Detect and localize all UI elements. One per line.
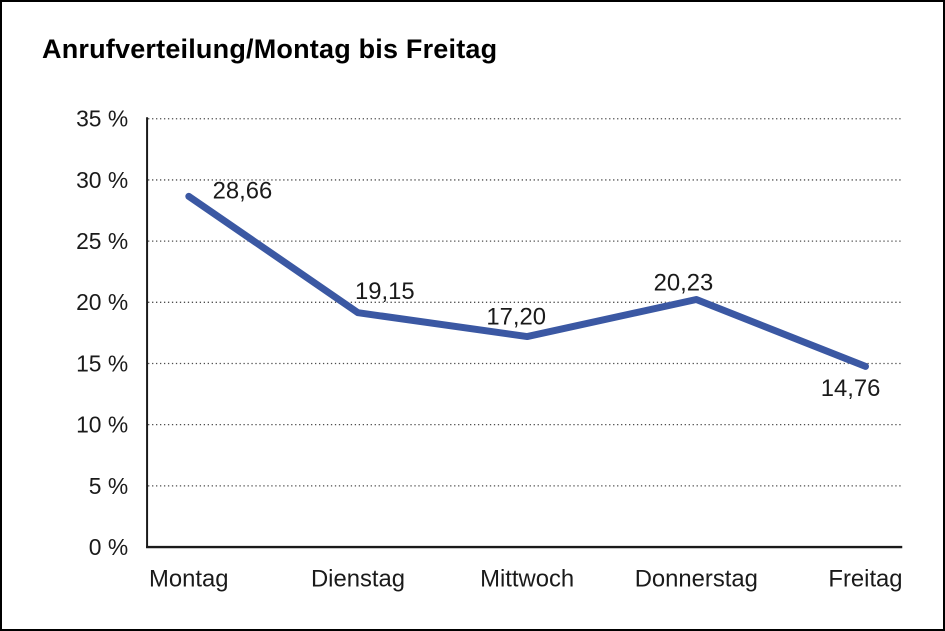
y-axis-tick-label: 20 %	[76, 289, 128, 315]
x-axis-category-label: Freitag	[828, 565, 902, 592]
data-point-label: 14,76	[821, 375, 881, 402]
x-axis-category-label: Dienstag	[311, 565, 405, 592]
data-point-label: 28,66	[213, 177, 273, 204]
y-axis-tick-label: 30 %	[76, 167, 128, 193]
y-axis-tick-label: 10 %	[76, 412, 128, 438]
y-axis-tick-label: 25 %	[76, 228, 128, 254]
series-line	[185, 192, 869, 370]
chart-title: Anrufverteilung/Montag bis Freitag	[42, 34, 498, 64]
y-axis-tick-label: 5 %	[89, 473, 128, 499]
y-axis-tick-label: 0 %	[89, 534, 128, 560]
y-axis-tick-label: 15 %	[76, 350, 128, 376]
data-point-label: 19,15	[355, 278, 415, 305]
data-point-label: 17,20	[486, 304, 546, 331]
x-axis-category-label: Montag	[149, 565, 228, 592]
x-axis-category-label: Donnerstag	[635, 565, 758, 592]
y-axis-tick-label: 35 %	[76, 106, 128, 132]
x-axis-category-label: Mittwoch	[480, 565, 574, 592]
data-point-label: 20,23	[654, 270, 714, 297]
